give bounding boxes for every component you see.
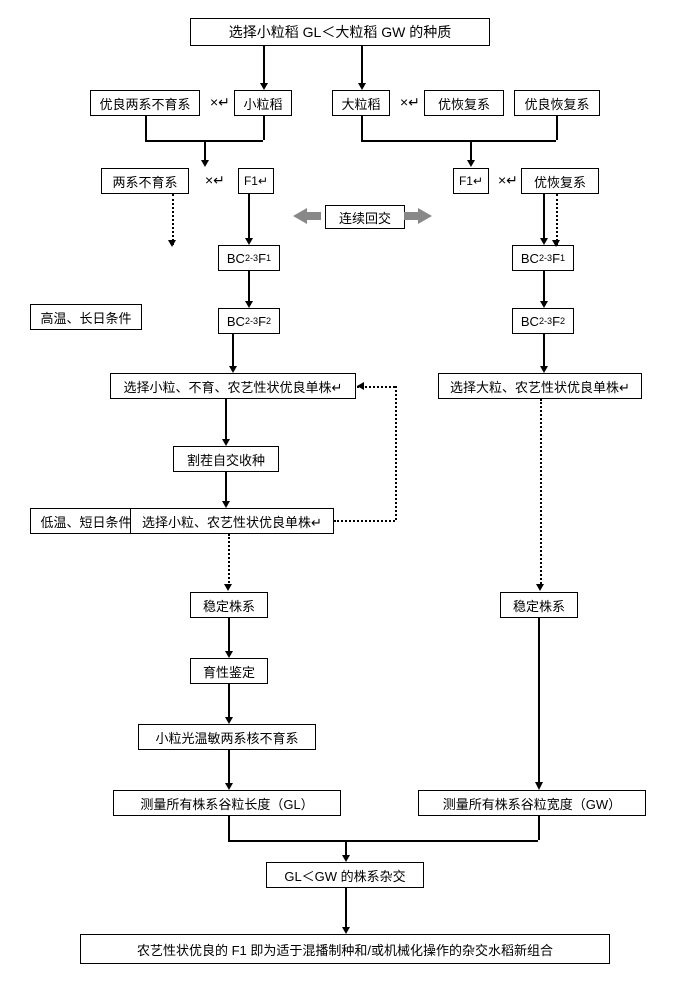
node-n21: 稳定株系 <box>190 592 268 618</box>
node-n23: 育性鉴定 <box>190 658 268 684</box>
arrow <box>204 140 206 162</box>
arrow <box>470 140 472 162</box>
cross-icon: ×↵ <box>205 172 225 189</box>
node-n27: GL＜GW 的株系杂交 <box>266 862 424 888</box>
arrow <box>248 194 250 240</box>
node-n22: 稳定株系 <box>500 592 578 618</box>
node-n10: 连续回交 <box>325 205 405 229</box>
node-n14: BC2-3F2 <box>218 308 280 334</box>
node-n7: F1↵ <box>238 168 274 194</box>
arrow <box>345 888 347 929</box>
cross-icon: ×↵ <box>210 94 230 111</box>
node-n24: 小粒光温敏两系核不育系 <box>138 724 316 750</box>
node-n18: 割茬自交收种 <box>173 446 279 472</box>
cross-icon: ×↵ <box>498 172 518 189</box>
node-n16: 选择小粒、不育、农艺性状优良单株↵ <box>110 373 356 399</box>
arrow <box>263 46 265 85</box>
node-n19: 低温、短日条件 <box>30 508 142 534</box>
cross-icon: ×↵ <box>400 94 420 111</box>
arrow <box>248 271 250 303</box>
node-n20: 选择小粒、农艺性状优良单株↵ <box>130 508 334 534</box>
node-n28: 农艺性状优良的 F1 即为适于混播制种和/或机械化操作的杂交水稻新组合 <box>80 934 610 964</box>
arrow <box>228 684 230 719</box>
arrow <box>538 618 540 785</box>
node-n12: BC2-3F1 <box>512 245 574 271</box>
arrow <box>543 334 545 368</box>
arrow <box>361 46 363 85</box>
node-n13: 高温、长日条件 <box>30 304 142 330</box>
node-n11: BC2-3F1 <box>218 245 280 271</box>
node-decoy: 优良恢复系 <box>514 90 600 116</box>
arrow <box>543 194 545 240</box>
node-n17: 选择大粒、农艺性状优良单株↵ <box>438 373 642 399</box>
node-n2: 优良两系不育系 <box>90 90 200 116</box>
node-n8: F1↵ <box>453 168 489 194</box>
arrow <box>345 840 347 857</box>
node-n6: 两系不育系 <box>101 168 189 194</box>
node-n9: 优恢复系 <box>521 168 599 194</box>
node-n5: 优恢复系 <box>424 90 504 116</box>
node-n26: 测量所有株系谷粒宽度（GW） <box>418 790 646 816</box>
arrow <box>225 472 227 503</box>
arrow <box>232 334 234 368</box>
node-n4: 大粒稻 <box>332 90 390 116</box>
arrow <box>228 618 230 653</box>
node-n1: 选择小粒稻 GL＜大粒稻 GW 的种质 <box>190 18 490 46</box>
node-n3: 小粒稻 <box>234 90 292 116</box>
node-n15: BC2-3F2 <box>512 308 574 334</box>
arrow <box>225 399 227 441</box>
arrow <box>228 750 230 785</box>
arrow <box>543 271 545 303</box>
node-n25: 测量所有株系谷粒长度（GL） <box>113 790 341 816</box>
